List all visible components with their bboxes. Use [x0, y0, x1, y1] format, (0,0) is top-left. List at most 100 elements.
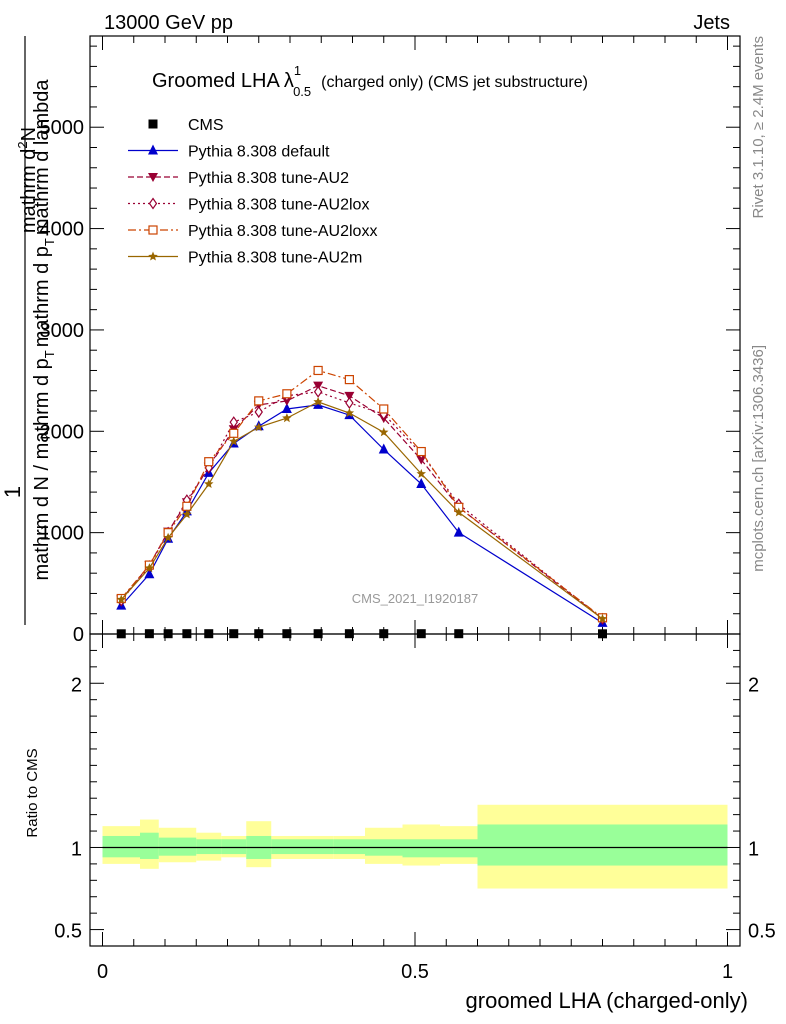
data-point	[282, 389, 292, 399]
data-point	[254, 405, 263, 419]
ratio-y-tick-label-right: 1	[748, 838, 759, 860]
ratio-plot-frame	[89, 633, 741, 947]
x-tick-label: 0	[97, 961, 108, 983]
data-point	[345, 396, 354, 409]
ratio-green-band	[102, 835, 140, 858]
ylabel-prefix: 1	[0, 486, 25, 498]
legend-marker	[148, 173, 158, 182]
mcplots-label: mcplots.cern.ch [arXiv:1306.3436]	[750, 345, 767, 572]
data-point	[229, 416, 238, 429]
chart-title: Groomed LHA λ1 0.5 (charged only) (CMS jet …	[152, 63, 588, 99]
data-point	[379, 404, 389, 414]
main-y-tick-label: 3000	[40, 320, 85, 342]
data-point	[344, 391, 355, 401]
rivet-version-label: Rivet 3.1.10, ≥ 2.4M events	[750, 36, 767, 219]
x-tick-label: 1	[722, 961, 733, 983]
data-point	[204, 457, 214, 467]
ratio-green-band	[271, 839, 303, 855]
title-symbol: λ	[284, 70, 294, 92]
ratio-green-band	[477, 824, 728, 866]
x-tick-label: 0.5	[401, 961, 429, 983]
main-y-axis-label: 1 mathrm d2N mathrm d N / mathrm d pTmat…	[0, 36, 57, 625]
data-point	[254, 422, 264, 432]
ratio-green-band	[440, 839, 478, 858]
data-point	[313, 385, 323, 398]
legend-marker	[148, 119, 158, 129]
legend-label: Pythia 8.308 default	[188, 144, 330, 161]
legend-item: Pythia 8.308 tune-AU2	[128, 170, 349, 187]
legend-marker	[148, 251, 158, 261]
main-y-tick-label: 1000	[40, 523, 85, 545]
legend-marker	[148, 225, 158, 235]
main-y-tick-label: 4000	[40, 219, 85, 241]
data-point	[229, 428, 239, 438]
category-label: Jets	[693, 12, 730, 34]
ratio-green-band	[196, 839, 222, 855]
legend-label: Pythia 8.308 tune-AU2lox	[188, 197, 369, 214]
data-point	[163, 532, 173, 542]
legend-item: CMS	[148, 117, 224, 134]
main-y-tick-label: 0	[73, 624, 84, 646]
data-point	[281, 402, 292, 413]
legend-marker	[148, 197, 158, 210]
legend-label: Pythia 8.308 tune-AU2m	[188, 250, 362, 267]
legend: CMS Pythia 8.308 default Pythia 8.308 tune…	[128, 117, 377, 267]
ratio-green-band	[302, 839, 334, 855]
data-point	[144, 568, 155, 579]
energy-label: 13000 GeV pp	[104, 12, 233, 34]
title-superscript: 1	[294, 63, 301, 78]
main-series-layer	[116, 365, 608, 639]
data-point	[344, 374, 354, 385]
data-point	[597, 613, 608, 623]
main-y-tick-label: 2000	[40, 421, 85, 443]
series-pythia-8-308-tune-au2m	[116, 396, 608, 623]
data-point	[204, 479, 214, 488]
series-pythia-8-308-tune-au2loxx	[116, 365, 608, 623]
series-line	[120, 401, 603, 620]
series-line	[120, 369, 603, 619]
ratio-plot-area: 0.5 0.5 1 1 2 2 0 0.5 1	[54, 634, 776, 983]
ratio-green-band	[333, 839, 365, 855]
title-subscript: 0.5	[293, 84, 311, 99]
ratio-y-axis-label: Ratio to CMS	[24, 748, 41, 837]
data-point	[378, 443, 389, 454]
ratio-green-band	[177, 837, 197, 856]
ratio-y-tick-label: 2	[71, 674, 82, 696]
data-point	[416, 477, 427, 488]
legend-label: Pythia 8.308 tune-AU2	[188, 170, 349, 187]
data-point	[453, 526, 464, 537]
data-point	[254, 396, 264, 406]
ratio-green-band	[402, 839, 440, 858]
data-point	[416, 446, 426, 457]
ylabel-numerator: mathrm d2N	[15, 127, 40, 233]
data-point	[182, 501, 192, 511]
x-axis-label: groomed LHA (charged-only)	[466, 988, 748, 1013]
main-plot-area: 0 1000 2000 3000 4000 5000	[40, 36, 740, 646]
data-point	[116, 594, 126, 604]
data-point	[282, 413, 292, 423]
data-point	[416, 468, 426, 478]
ratio-y-tick-label-right: 0.5	[748, 921, 776, 943]
legend-marker	[148, 144, 158, 155]
ratio-green-band	[140, 832, 159, 859]
title-rest: (charged only) (CMS jet substructure)	[321, 74, 588, 91]
legend-label: Pythia 8.308 tune-AU2loxx	[188, 223, 377, 240]
main-y-tick-label: 5000	[40, 117, 85, 139]
ratio-y-tick-label: 0.5	[54, 921, 82, 943]
data-point	[379, 427, 389, 437]
data-point	[454, 507, 464, 517]
data-point	[229, 436, 239, 446]
ratio-y-tick-label-right: 2	[748, 674, 759, 696]
data-point	[344, 408, 355, 418]
analysis-watermark: CMS_2021_I1920187	[352, 591, 479, 606]
data-point	[313, 365, 323, 376]
data-point	[182, 509, 192, 519]
legend-item: Pythia 8.308 default	[128, 144, 330, 161]
series-line	[120, 385, 603, 620]
legend-label: CMS	[188, 117, 224, 134]
ratio-green-band	[221, 839, 247, 855]
ratio-y-tick-label: 1	[71, 838, 82, 860]
data-point	[313, 396, 323, 406]
legend-item: Pythia 8.308 tune-AU2lox	[128, 197, 369, 214]
